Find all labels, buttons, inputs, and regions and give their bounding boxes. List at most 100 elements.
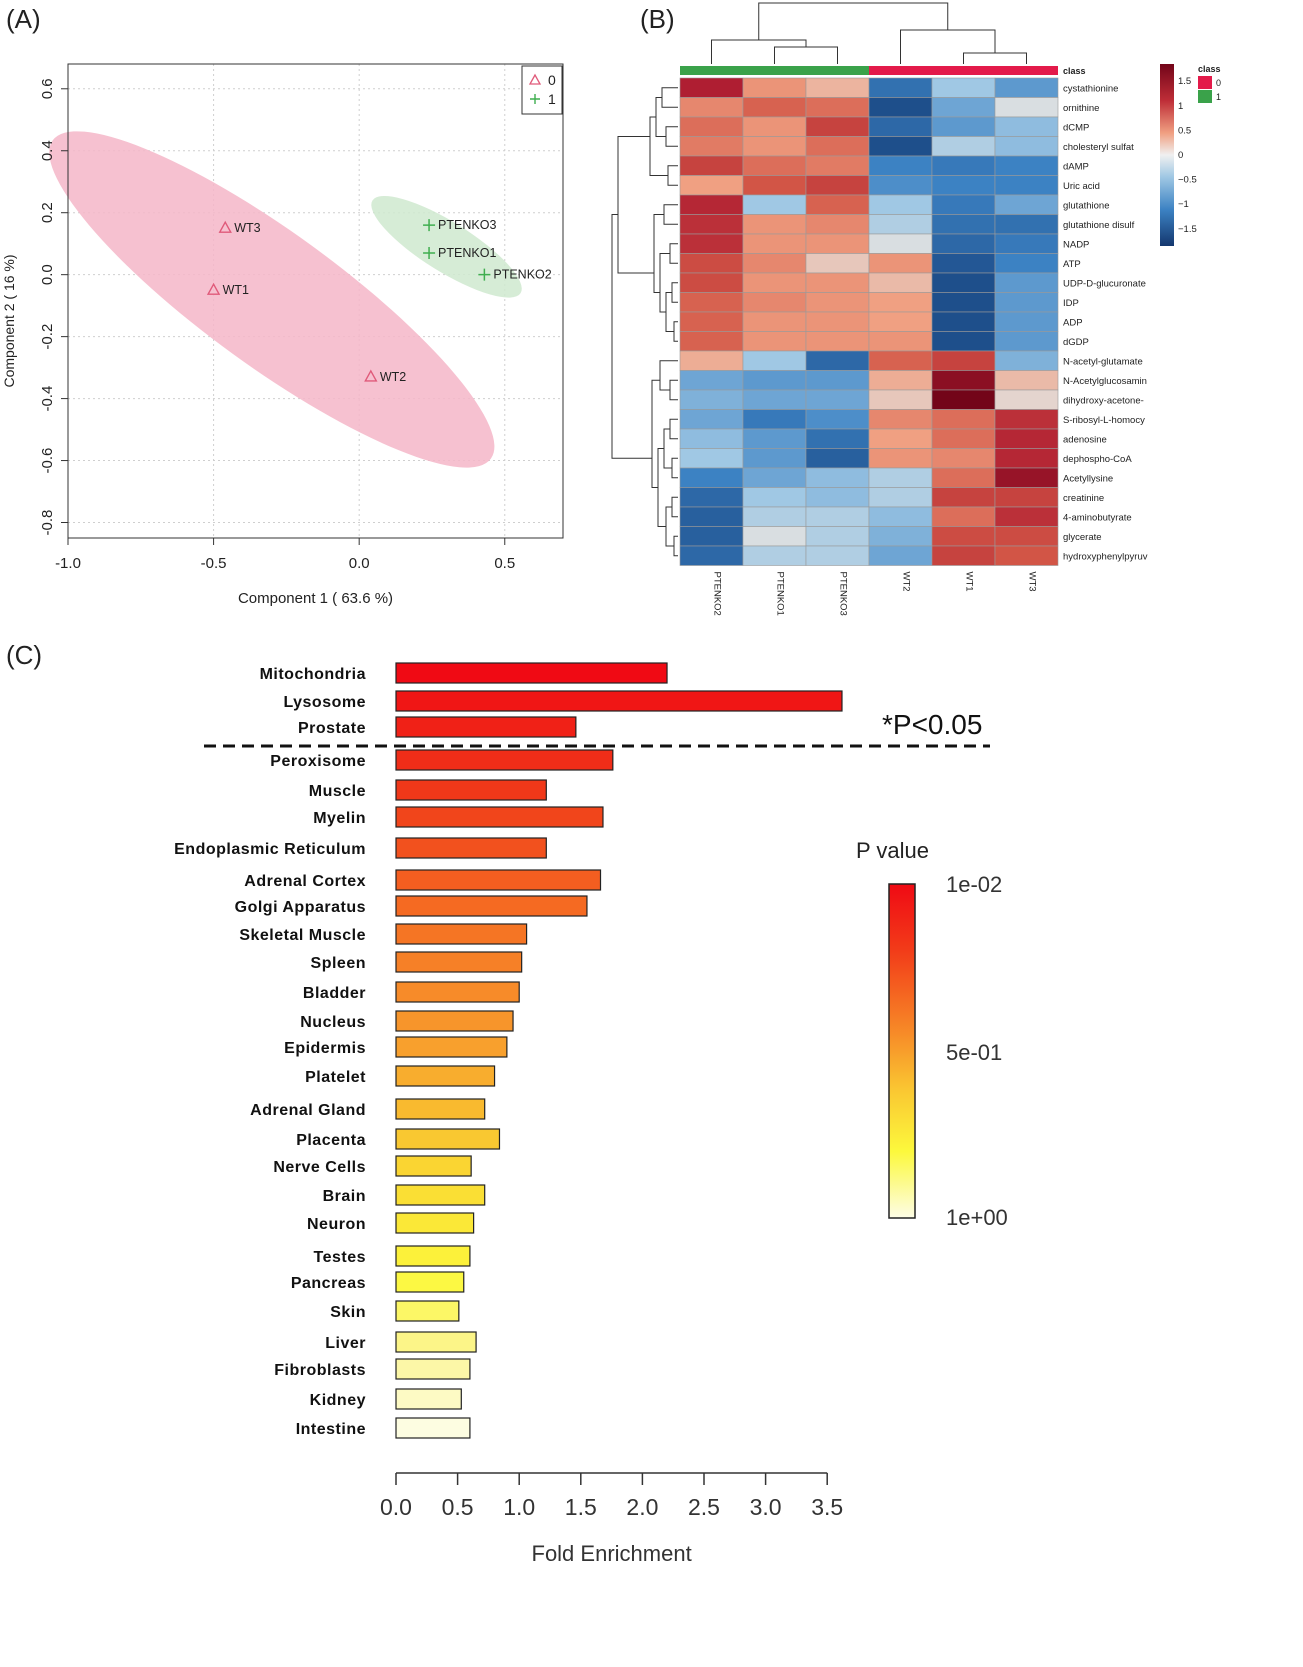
heatmap-cell — [742, 428, 807, 449]
color-scale-tick: −1.5 — [1178, 224, 1197, 235]
heatmap-cell — [868, 77, 933, 98]
heatmap-cell — [805, 292, 870, 313]
category-label: Myelin — [313, 810, 366, 827]
heatmap-cell — [994, 175, 1059, 196]
column-label: PTENKO2 — [712, 572, 723, 616]
row-label: ADP — [1063, 317, 1083, 328]
category-label: Lysosome — [283, 694, 366, 711]
category-label: Kidney — [310, 1392, 366, 1409]
row-label: glycerate — [1063, 532, 1102, 543]
heatmap-cell — [679, 175, 744, 196]
heatmap-cell — [994, 155, 1059, 176]
row-dendrogram — [661, 87, 678, 108]
p-value-colorbar — [888, 883, 916, 1219]
enrichment-bar — [395, 1036, 508, 1058]
row-label: dihydroxy-acetone- — [1063, 395, 1144, 406]
heatmap-cell — [931, 409, 996, 430]
enrichment-bar — [395, 1098, 486, 1120]
enrichment-bar — [395, 837, 547, 859]
enrichment-bar — [395, 1245, 471, 1267]
heatmap-cell — [868, 272, 933, 293]
heatmap-cell — [931, 526, 996, 547]
heatmap-cell — [679, 155, 744, 176]
row-label: dGDP — [1063, 337, 1089, 348]
heatmap-cell — [931, 214, 996, 235]
enrichment-bar — [395, 1300, 460, 1322]
significance-label: *P<0.05 — [882, 709, 982, 740]
heatmap-cell — [742, 272, 807, 293]
heatmap-cell — [679, 389, 744, 410]
category-label: Skeletal Muscle — [239, 927, 366, 944]
enrichment-bar — [395, 1212, 475, 1234]
heatmap-cell — [742, 253, 807, 274]
x-tick-label: -1.0 — [55, 555, 81, 572]
confidence-ellipse-group-0 — [49, 131, 495, 468]
column-label: WT3 — [1027, 572, 1038, 592]
row-label: UDP-D-glucuronate — [1063, 278, 1146, 289]
row-label: N-Acetylglucosamin — [1063, 376, 1147, 387]
row-label: glutathione — [1063, 200, 1109, 211]
heatmap-cell — [994, 487, 1059, 508]
enrichment-bar — [395, 662, 668, 684]
point-label: PTENKO1 — [438, 246, 496, 260]
heatmap-chart: class cystathionine ornithine dCMP cholester… — [611, 2, 1221, 616]
heatmap-cell — [805, 370, 870, 391]
y-tick-label: -0.8 — [39, 510, 56, 536]
heatmap-cell — [994, 370, 1059, 391]
heatmap-cell — [994, 311, 1059, 332]
category-label: Fibroblasts — [274, 1362, 366, 1379]
heatmap-cell — [994, 331, 1059, 352]
row-dendrogram — [671, 282, 678, 303]
row-label: dAMP — [1063, 161, 1089, 172]
heatmap-cell — [805, 409, 870, 430]
heatmap-cell — [868, 545, 933, 566]
heatmap-cell — [868, 389, 933, 410]
category-label: Intestine — [296, 1421, 366, 1438]
heatmap-cell — [931, 370, 996, 391]
row-label: ornithine — [1063, 103, 1099, 114]
category-label: Nerve Cells — [273, 1159, 366, 1176]
heatmap-cell — [742, 331, 807, 352]
heatmap-cell — [868, 214, 933, 235]
row-dendrogram — [671, 457, 678, 479]
heatmap-cell — [931, 506, 996, 527]
point-marker-plus — [423, 246, 436, 259]
heatmap-cell — [931, 428, 996, 449]
heatmap-cell — [805, 136, 870, 157]
heatmap-cell — [931, 97, 996, 118]
heatmap-cell — [742, 194, 807, 215]
category-label: Neuron — [307, 1216, 366, 1233]
heatmap-cell — [994, 350, 1059, 371]
row-label: S-ribosyl-L-homocy — [1063, 415, 1145, 426]
row-label: glutathione disulf — [1063, 220, 1135, 231]
heatmap-cell — [931, 448, 996, 469]
heatmap-cell — [679, 526, 744, 547]
class-legend-swatch — [1198, 76, 1212, 89]
x-tick-label: -0.5 — [201, 555, 227, 572]
heatmap-cell — [805, 272, 870, 293]
heatmap-cell — [805, 506, 870, 527]
heatmap-cell — [868, 97, 933, 118]
heatmap-cell — [742, 526, 807, 547]
heatmap-cell — [931, 194, 996, 215]
enrichment-bar — [395, 981, 520, 1003]
heatmap-cell — [931, 389, 996, 410]
heatmap-cell — [994, 428, 1059, 449]
point-marker-triangle — [218, 220, 232, 233]
heatmap-cell — [679, 272, 744, 293]
heatmap-cell — [994, 253, 1059, 274]
heatmap-cell — [679, 311, 744, 332]
x-tick-label: 1.0 — [503, 1494, 535, 1520]
heatmap-cell — [805, 331, 870, 352]
category-label: Nucleus — [300, 1014, 366, 1031]
category-label: Brain — [323, 1188, 366, 1205]
enrichment-bar — [395, 806, 604, 828]
heatmap-cell — [679, 136, 744, 157]
heatmap-cell — [679, 331, 744, 352]
colorbar-title: P value — [856, 838, 929, 863]
enrichment-bar — [395, 716, 577, 738]
y-tick-label: 0.4 — [39, 140, 56, 161]
point-label: WT3 — [234, 221, 260, 235]
heatmap-cell — [931, 136, 996, 157]
point-marker-triangle — [206, 282, 221, 295]
